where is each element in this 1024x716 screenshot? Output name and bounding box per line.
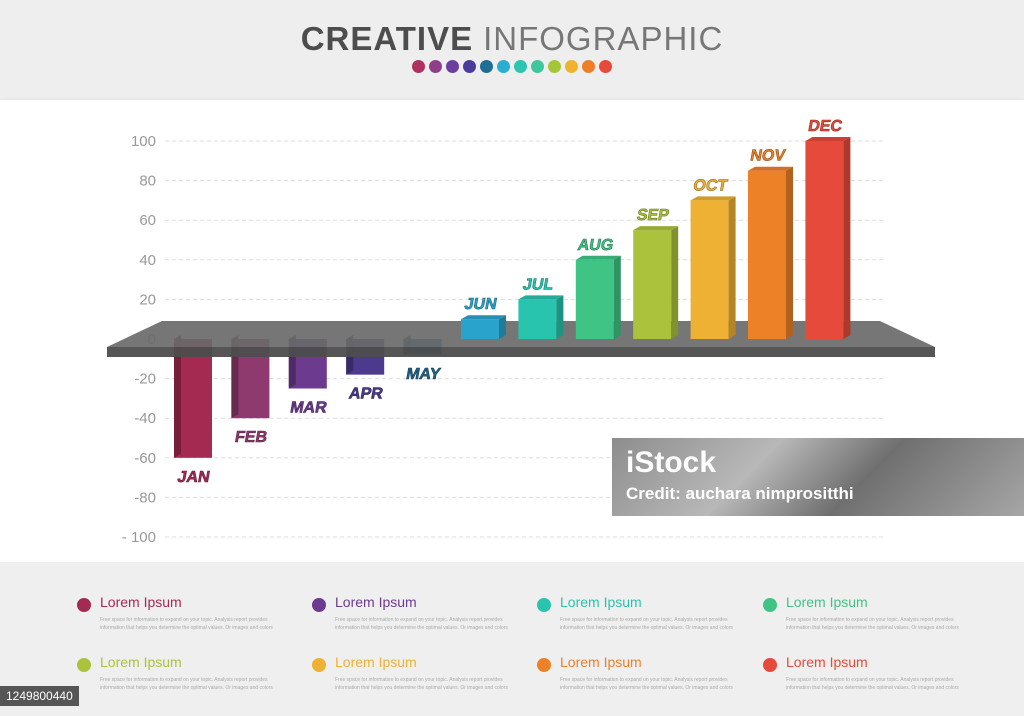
legend-dot xyxy=(763,658,777,672)
bar-top xyxy=(805,137,851,141)
bar-side xyxy=(671,226,679,339)
bar-label-may: MAY xyxy=(405,365,442,383)
legend-desc: Free space for information to expand on … xyxy=(100,677,273,691)
credit-text: Credit: auchara nimprositthi xyxy=(626,484,854,503)
bar-label-feb: FEB xyxy=(234,428,269,446)
bar-jun xyxy=(461,319,499,339)
base-shelf-front xyxy=(107,347,935,357)
legend-footer: Lorem Ipsum Free space for information to… xyxy=(0,562,1024,716)
title-light: INFOGRAPHIC xyxy=(483,20,724,57)
y-tick-label: -20 xyxy=(134,371,156,388)
y-tick-label: -80 xyxy=(134,489,156,506)
palette-dot xyxy=(429,60,442,73)
palette-dot xyxy=(497,60,510,73)
y-tick-label: 60 xyxy=(139,212,156,229)
bar-sep xyxy=(633,230,672,339)
bar-top xyxy=(690,196,736,201)
palette-dot xyxy=(514,60,527,73)
legend-desc: Free space for information to expand on … xyxy=(786,677,959,691)
bar-label-jun: JUN xyxy=(463,295,498,313)
bar-label-mar: MAR xyxy=(289,399,329,417)
legend-dot xyxy=(312,658,326,672)
y-tick-label: 40 xyxy=(139,252,156,269)
y-tick-label: 80 xyxy=(139,173,156,190)
y-tick-label: -40 xyxy=(134,410,156,427)
legend-dot xyxy=(77,598,91,612)
y-tick-label: -60 xyxy=(134,450,156,467)
watermark: iStock Credit: auchara nimprositthi xyxy=(612,438,1024,516)
legend-dot xyxy=(537,658,551,672)
color-dots xyxy=(0,60,1024,73)
palette-dot xyxy=(463,60,476,73)
bar-top xyxy=(518,295,564,300)
palette-dot xyxy=(599,60,612,73)
bar-nov xyxy=(748,170,786,339)
legend-dot xyxy=(312,598,326,612)
legend-desc: Free space for information to expand on … xyxy=(786,617,959,631)
palette-dot xyxy=(582,60,595,73)
bar-label-nov: NOV xyxy=(749,147,787,165)
header: CREATIVE INFOGRAPHIC xyxy=(0,0,1024,100)
legend-dot xyxy=(77,658,91,672)
palette-dot xyxy=(480,60,493,73)
bar-label-jul: JUL xyxy=(522,276,556,294)
bar-side xyxy=(499,315,506,339)
bar-jul xyxy=(518,299,557,339)
bar-aug xyxy=(575,259,614,339)
bar-top xyxy=(461,315,506,320)
palette-dot xyxy=(548,60,561,73)
palette-dot xyxy=(446,60,459,73)
stock-id: 1249800440 xyxy=(0,686,79,706)
title-bold: CREATIVE xyxy=(300,20,474,57)
bar-side xyxy=(786,166,793,339)
bar-side xyxy=(556,295,564,339)
legend-title: Lorem Ipsum xyxy=(100,654,182,670)
bar-top xyxy=(748,166,793,171)
legend-title: Lorem Ipsum xyxy=(786,594,868,610)
legend-title: Lorem Ipsum xyxy=(335,654,417,670)
bar-side xyxy=(843,137,851,339)
istock-logo: iStock xyxy=(626,446,717,479)
bar-side xyxy=(174,335,181,458)
legend-title: Lorem Ipsum xyxy=(786,654,868,670)
bar-side xyxy=(613,255,621,339)
legend-title: Lorem Ipsum xyxy=(100,594,182,610)
legend-dot xyxy=(763,598,777,612)
legend-desc: Free space for information to expand on … xyxy=(335,617,508,631)
legend-desc: Free space for information to expand on … xyxy=(100,617,273,631)
bar-label-dec: DEC xyxy=(807,117,844,135)
y-tick-label: 20 xyxy=(139,291,156,308)
legend-title: Lorem Ipsum xyxy=(335,594,417,610)
legend-desc: Free space for information to expand on … xyxy=(560,617,733,631)
palette-dot xyxy=(412,60,425,73)
bar-top xyxy=(575,255,621,260)
legend-dot xyxy=(537,598,551,612)
bar-label-jan: JAN xyxy=(176,468,211,486)
bar-label-apr: APR xyxy=(347,385,384,403)
y-tick-label: - 100 xyxy=(122,529,156,546)
page-title: CREATIVE INFOGRAPHIC xyxy=(0,20,1024,58)
legend-desc: Free space for information to expand on … xyxy=(335,677,508,691)
palette-dot xyxy=(531,60,544,73)
bar-label-aug: AUG xyxy=(576,236,615,254)
bar-label-sep: SEP xyxy=(635,206,670,224)
bar-oct xyxy=(690,200,729,339)
bar-chart: 100806040200-20-40-60-80- 100JANFEBMARAP… xyxy=(107,117,935,546)
bar-dec xyxy=(805,141,844,339)
legend-desc: Free space for information to expand on … xyxy=(560,677,733,691)
legend-title: Lorem Ipsum xyxy=(560,594,642,610)
legend-title: Lorem Ipsum xyxy=(560,654,642,670)
bar-side xyxy=(728,196,736,339)
y-tick-label: 100 xyxy=(131,133,156,150)
bar-label-oct: OCT xyxy=(692,177,729,195)
bar-top xyxy=(633,226,679,231)
palette-dot xyxy=(565,60,578,73)
